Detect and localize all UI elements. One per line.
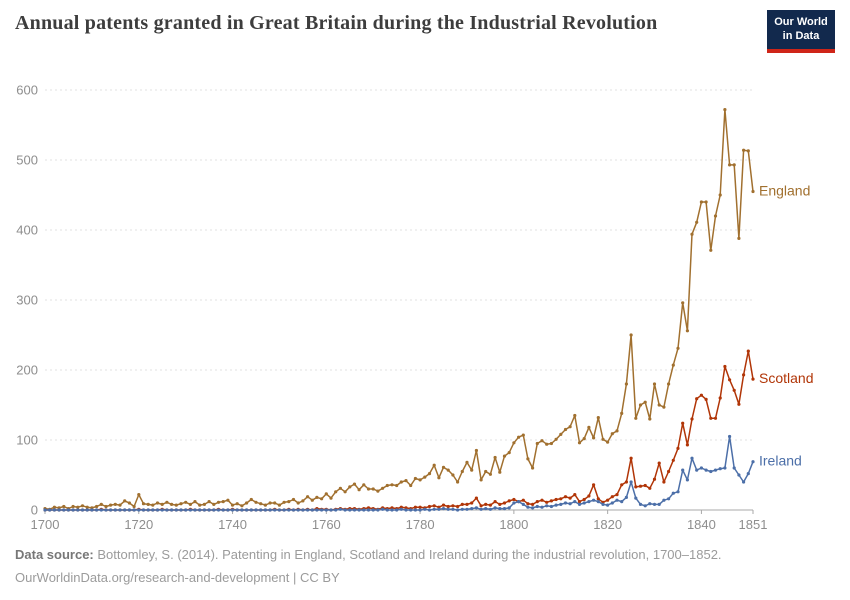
chart-footer: Data source: Bottomley, S. (2014). Paten… [15,544,835,590]
series-line-ireland [45,435,754,511]
owid-logo-line2: in Data [782,29,820,42]
x-tick-label: 1720 [124,517,153,532]
y-tick-label: 300 [16,293,38,308]
license-label: CC BY [299,569,340,585]
chart-area: 0 100 200 300 400 500 600 1700 1720 1740 1760 1780 1… [0,75,850,540]
y-tick-label: 200 [16,363,38,378]
series-line-scotland [45,350,754,511]
x-tick-label: 1780 [406,517,435,532]
y-tick-label: 0 [31,503,38,518]
y-axis-labels: 0 100 200 300 400 500 600 [16,83,38,518]
y-tick-label: 100 [16,433,38,448]
x-tick-label: 1820 [593,517,622,532]
series-line-england [44,108,754,511]
x-tick-label: 1800 [499,517,528,532]
data-source-label: Data source: [15,547,94,562]
y-tick-label: 600 [16,83,38,98]
x-tick-label: 1740 [218,517,247,532]
y-tick-label: 400 [16,223,38,238]
footer-separator: | [289,569,300,585]
x-tick-label: 1840 [687,517,716,532]
gridlines [45,89,753,511]
series-scotland: Scotland [43,349,813,512]
owid-url-link[interactable]: OurWorldinData.org/research-and-developm… [15,569,290,585]
data-source-text: Bottomley, S. (2014). Patenting in Engla… [93,547,722,562]
series-label-england: England [759,183,810,199]
owid-logo-line1: Our World [774,16,828,28]
series-england: England [43,108,810,511]
x-tick-label: 1700 [31,517,60,532]
y-tick-label: 500 [16,153,38,168]
data-source-line: Data source: Bottomley, S. (2014). Paten… [15,544,835,567]
series-label-ireland: Ireland [759,453,802,469]
x-tick-label: 1851 [739,517,768,532]
owid-logo[interactable]: Our World in Data [767,10,835,53]
x-axis: 1700 1720 1740 1760 1780 1800 1820 1840 1851 [31,510,768,532]
page-title: Annual patents granted in Great Britain … [15,12,658,34]
series-label-scotland: Scotland [759,370,813,386]
x-tick-label: 1760 [312,517,341,532]
series-ireland: Ireland [43,434,802,512]
footer-links-line: OurWorldinData.org/research-and-developm… [15,567,835,590]
chart-header: Annual patents granted in Great Britain … [15,10,835,53]
